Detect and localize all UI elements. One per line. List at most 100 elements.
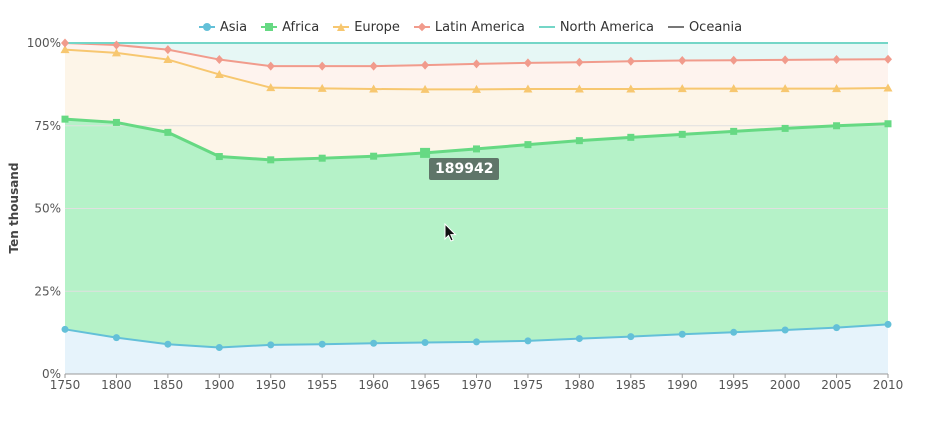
marker-asia[interactable]: [833, 324, 841, 332]
marker-asia[interactable]: [730, 328, 738, 336]
legend-item-africa[interactable]: Africa: [261, 20, 319, 35]
marker-asia[interactable]: [473, 338, 480, 346]
legend-swatch-icon: [333, 22, 350, 32]
legend-item-latin-america[interactable]: Latin America: [413, 20, 525, 35]
marker-africa[interactable]: [473, 145, 480, 153]
marker-europe[interactable]: [317, 83, 327, 92]
legend: Asia Africa Europe Latin America North Ameri…: [0, 16, 941, 38]
x-tick-label: 1960: [358, 378, 389, 392]
marker-africa[interactable]: [678, 130, 686, 138]
marker-europe[interactable]: [832, 84, 842, 93]
marker-latin-america[interactable]: [884, 54, 892, 64]
marker-asia[interactable]: [370, 339, 378, 347]
marker-asia[interactable]: [112, 334, 120, 342]
legend-label: North America: [559, 19, 654, 35]
marker-europe[interactable]: [883, 83, 893, 92]
marker-europe[interactable]: [111, 48, 121, 57]
marker-latin-america[interactable]: [781, 55, 790, 65]
marker-europe[interactable]: [729, 84, 739, 93]
marker-africa[interactable]: [267, 156, 275, 164]
marker-europe[interactable]: [626, 84, 636, 93]
marker-africa[interactable]: [781, 124, 789, 132]
marker-asia[interactable]: [524, 337, 532, 345]
marker-europe[interactable]: [677, 84, 687, 93]
marker-africa[interactable]: [370, 152, 378, 160]
marker-latin-america[interactable]: [575, 57, 584, 67]
marker-africa[interactable]: [884, 120, 892, 128]
legend-swatch-icon: [413, 22, 430, 32]
legend-item-asia[interactable]: Asia: [198, 20, 247, 35]
marker-africa[interactable]: [575, 137, 583, 145]
marker-asia[interactable]: [267, 341, 275, 349]
marker-latin-america[interactable]: [61, 38, 69, 48]
marker-asia[interactable]: [575, 335, 583, 343]
marker-europe[interactable]: [369, 84, 379, 93]
marker-asia[interactable]: [421, 339, 429, 347]
marker-latin-america[interactable]: [421, 60, 430, 70]
marker-asia[interactable]: [884, 320, 892, 328]
marker-asia[interactable]: [318, 340, 326, 348]
marker-africa[interactable]: [730, 127, 738, 135]
mouse-cursor-icon: [444, 223, 457, 242]
x-tick-label: 2005: [821, 378, 852, 392]
marker-asia[interactable]: [781, 326, 789, 334]
x-tick-label: 1980: [564, 378, 595, 392]
legend-swatch-icon: [198, 22, 215, 32]
marker-africa[interactable]: [833, 122, 841, 130]
marker-latin-america[interactable]: [626, 56, 635, 66]
marker-africa[interactable]: [61, 115, 69, 123]
marker-africa[interactable]: [215, 153, 223, 161]
marker-europe[interactable]: [214, 69, 224, 78]
marker-asia[interactable]: [627, 333, 635, 341]
marker-europe[interactable]: [472, 84, 481, 93]
marker-europe[interactable]: [420, 84, 430, 93]
marker-europe[interactable]: [780, 84, 790, 93]
y-tick-label: 100%: [27, 36, 61, 50]
axes: 0% 25% 50% 75% 100% 1750 1800 1850 1900 1950 1955 1…: [27, 36, 904, 392]
x-tick-label: 1900: [204, 378, 235, 392]
marker-europe[interactable]: [60, 45, 70, 54]
y-axis-label: Ten thousand: [7, 162, 21, 254]
legend-item-oceania[interactable]: Oceania: [667, 20, 742, 35]
legend-item-north-america[interactable]: North America: [538, 19, 654, 35]
marker-africa[interactable]: [112, 118, 120, 126]
legend-swatch-icon: [538, 22, 555, 32]
y-tick-label: 25%: [34, 284, 61, 298]
marker-europe[interactable]: [523, 84, 533, 93]
marker-latin-america[interactable]: [472, 59, 481, 69]
marker-asia[interactable]: [678, 330, 686, 338]
area-africa: [65, 119, 888, 348]
marker-latin-america[interactable]: [112, 40, 121, 50]
legend-swatch-icon: [261, 22, 278, 32]
marker-latin-america[interactable]: [215, 55, 224, 65]
tooltip: 189942: [429, 158, 500, 180]
x-tick-label: 1975: [513, 378, 544, 392]
marker-europe[interactable]: [266, 83, 276, 92]
marker-latin-america[interactable]: [318, 61, 327, 71]
marker-latin-america[interactable]: [729, 55, 738, 65]
x-tick-label: 1955: [307, 378, 338, 392]
x-tick-label: 1800: [101, 378, 132, 392]
marker-africa[interactable]: [524, 141, 532, 149]
marker-europe[interactable]: [574, 84, 584, 93]
marker-asia[interactable]: [164, 340, 172, 348]
marker-africa[interactable]: [318, 154, 326, 162]
marker-africa[interactable]: [420, 147, 431, 158]
legend-item-europe[interactable]: Europe: [333, 20, 400, 35]
marker-latin-america[interactable]: [832, 55, 841, 65]
marker-latin-america[interactable]: [369, 61, 378, 71]
marker-asia[interactable]: [61, 325, 69, 333]
marker-latin-america[interactable]: [678, 56, 687, 66]
marker-latin-america[interactable]: [163, 45, 172, 55]
legend-swatch-icon: [667, 22, 684, 32]
marker-asia[interactable]: [215, 344, 223, 352]
x-tick-label: 1965: [410, 378, 441, 392]
series-markers: [60, 38, 893, 352]
marker-latin-america[interactable]: [266, 61, 275, 71]
y-tick-label: 50%: [34, 202, 61, 216]
marker-europe[interactable]: [163, 55, 173, 64]
marker-africa[interactable]: [627, 133, 635, 141]
marker-africa[interactable]: [164, 128, 172, 136]
marker-latin-america[interactable]: [523, 58, 532, 68]
x-tick-label: 1995: [718, 378, 749, 392]
